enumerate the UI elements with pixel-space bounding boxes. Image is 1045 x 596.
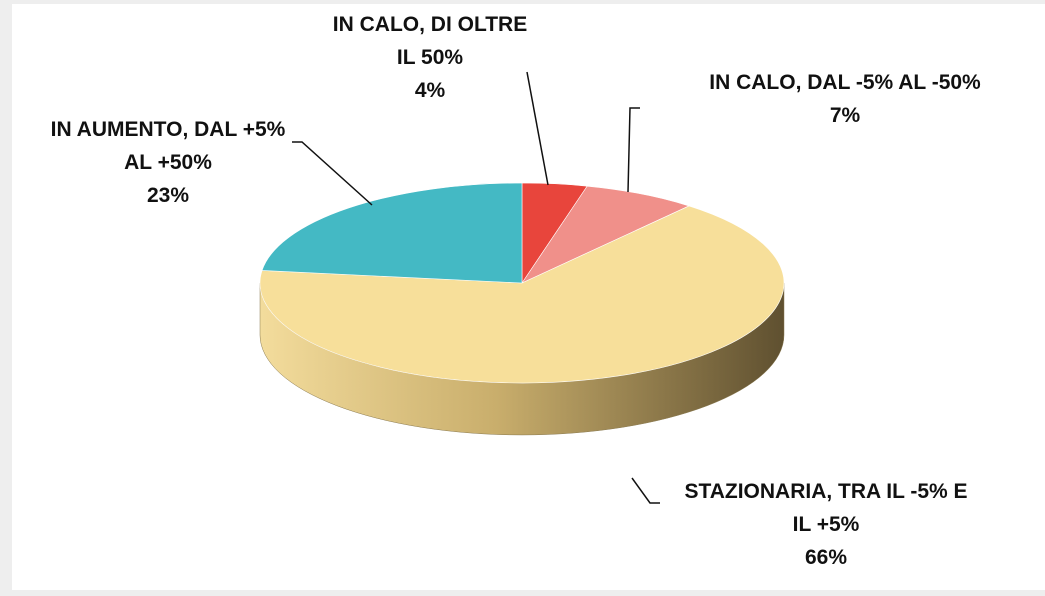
value-label: 7%	[829, 104, 861, 127]
value-label: 4%	[414, 79, 446, 102]
category-label: STAZIONARIA, TRA IL -5% E IL +5%	[684, 480, 968, 536]
leader-line	[631, 477, 660, 504]
data-label: STAZIONARIA, TRA IL -5% E IL +5% 66%	[676, 475, 976, 574]
category-label: IN CALO, DI OLTRE IL 50%	[332, 13, 528, 69]
pie	[259, 182, 785, 436]
data-label: IN AUMENTO, DAL +5% AL +50% 23%	[51, 113, 286, 212]
value-label: 23%	[146, 184, 190, 207]
leader-line	[292, 141, 373, 206]
value-label: 66%	[804, 546, 848, 569]
data-label: IN CALO, DAL -5% AL -50% 7%	[635, 66, 1045, 132]
category-label: IN AUMENTO, DAL +5% AL +50%	[50, 118, 286, 174]
slice	[261, 182, 523, 284]
category-label: IN CALO, DAL -5% AL -50%	[709, 71, 981, 94]
data-label: IN CALO, DI OLTRE IL 50% 4%	[330, 8, 530, 107]
leader-line	[526, 71, 549, 186]
leader-lines	[292, 71, 660, 504]
leader-line	[627, 107, 640, 193]
slice	[259, 205, 785, 384]
slice	[521, 185, 690, 284]
